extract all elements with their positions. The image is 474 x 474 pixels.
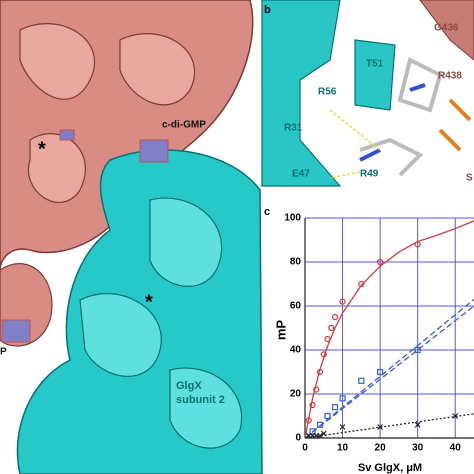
data-point [414,421,421,428]
annotation: * [38,138,46,160]
x-tick-label: 20 [375,443,387,454]
y-tick-label: 20 [290,389,302,400]
binding-site [261,0,474,187]
x-tick-label: 40 [450,443,462,454]
fit-line [304,220,474,439]
data-point [414,346,421,354]
data-point [331,313,339,321]
plot-area [305,218,474,438]
data-point [339,298,346,305]
data-point [358,377,365,384]
data-point [313,386,320,393]
annotation: subunit 2 [176,394,225,406]
y-tick-label: 100 [284,213,301,224]
data-point [324,412,331,420]
panel-letter: b [264,4,271,16]
annotation: G436 [434,23,459,34]
annotation: R438 [438,71,462,82]
x-tick-label: 30 [412,443,424,454]
annotation: T51 [366,59,384,70]
y-tick-label: 80 [290,257,302,268]
data-point [377,258,384,266]
data-point [317,432,323,439]
annotation: R31 [284,123,303,134]
annotation: P [0,347,7,358]
annotation: c-di-GMP [162,120,206,131]
y-tick-label: 0 [295,433,301,444]
y-axis-label: mP [273,320,288,341]
panel-letter: c [264,206,270,218]
data-point [358,280,365,288]
x-tick-label: 0 [302,443,308,454]
data-point [452,413,459,419]
annotation: GlgX [176,380,202,392]
data-point [328,324,335,332]
annotation: * [145,291,153,313]
y-tick-label: 40 [290,345,302,356]
data-point [377,424,384,430]
data-point [331,404,339,411]
annotation: S [466,173,473,184]
y-tick-label: 60 [290,301,302,312]
data-point [339,424,346,430]
fit-line [304,298,474,439]
data-point [377,368,384,376]
fit-line [304,413,474,439]
data-point [309,428,316,435]
data-point [339,395,346,402]
x-axis-label: Sv GlgX, μM [358,462,422,474]
x-tick-label: 10 [337,443,349,454]
protein-structure [0,0,263,474]
data-point [309,401,316,409]
annotation: R49 [360,169,379,180]
annotation: R56 [318,87,337,98]
annotation: E47 [292,169,310,180]
